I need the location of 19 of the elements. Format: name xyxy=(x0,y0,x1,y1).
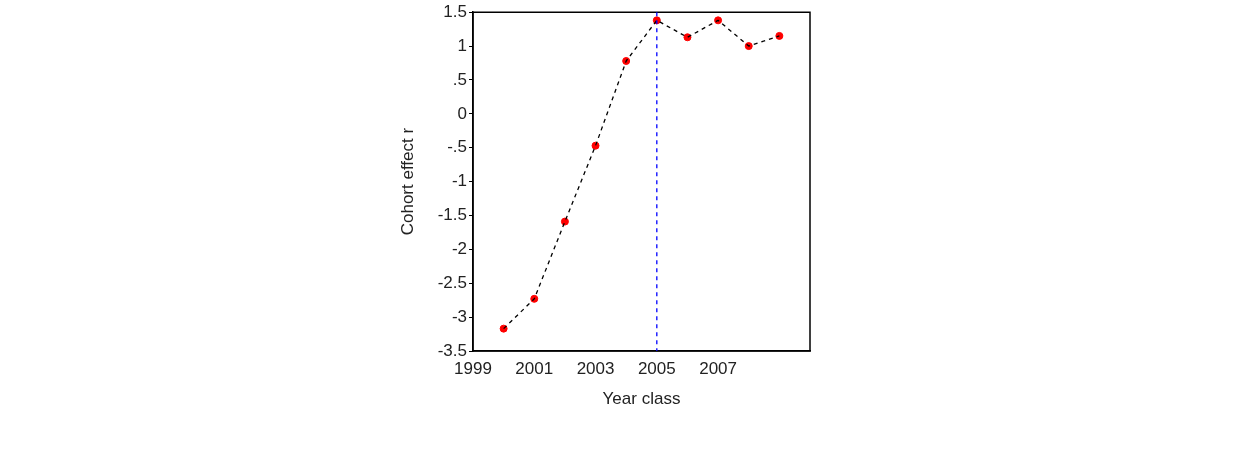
point xyxy=(530,294,539,303)
y-tick-label: -.5 xyxy=(447,137,467,157)
y-tick-label: -2 xyxy=(451,239,467,259)
y-tick-label: 1 xyxy=(457,35,467,55)
y-tick-label: 0 xyxy=(457,103,467,123)
x-tick-label: 2007 xyxy=(699,358,737,378)
x-tick-label: 1999 xyxy=(454,358,492,378)
y-tick-label: -3 xyxy=(451,306,467,326)
y-axis-title: Cohort effect r xyxy=(397,127,417,236)
y-tick-label: -3.5 xyxy=(437,340,467,360)
x-tick-label: 2005 xyxy=(637,358,676,378)
y-tick-label: 1.5 xyxy=(443,1,467,21)
x-tick-label: 2001 xyxy=(515,358,554,378)
x-tick-label: 2003 xyxy=(576,358,615,378)
y-tick-label: .5 xyxy=(452,69,467,89)
y-tick-label: -1.5 xyxy=(437,205,467,225)
x-axis-title: Year class xyxy=(602,389,681,409)
y-tick-label: -1 xyxy=(451,171,467,191)
y-tick-label: -2.5 xyxy=(437,272,467,292)
